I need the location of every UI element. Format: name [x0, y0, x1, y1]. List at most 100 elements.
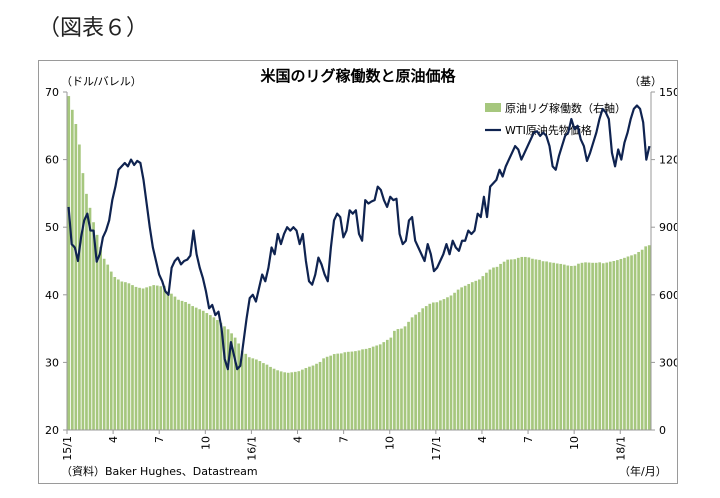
rig-count-bar — [608, 261, 612, 430]
rig-count-bar — [509, 259, 513, 430]
rig-count-bar — [170, 293, 173, 430]
rig-count-bar — [552, 262, 556, 430]
rig-count-bar — [594, 262, 598, 430]
rig-count-bar — [350, 351, 354, 430]
rig-count-bar — [520, 256, 524, 430]
rig-count-bar — [304, 368, 308, 430]
rig-count-bar — [70, 109, 74, 431]
rig-count-bar — [339, 353, 343, 430]
rig-count-bar — [435, 302, 439, 430]
rig-count-bar — [584, 262, 587, 430]
rig-count-bar — [85, 193, 88, 430]
rig-count-bar — [265, 364, 269, 430]
rig-count-bar — [262, 363, 265, 430]
right-tick-label: 900 — [659, 221, 677, 234]
rig-count-bar — [580, 262, 584, 430]
right-tick-label: 300 — [659, 356, 677, 369]
rig-count-bar — [244, 353, 248, 430]
rig-count-bar — [318, 361, 322, 430]
rig-count-bar — [180, 300, 184, 430]
x-tick-label: 18/1 — [614, 436, 627, 461]
rig-count-bar — [587, 262, 591, 430]
rig-count-bar — [187, 303, 191, 430]
rig-count-bar — [67, 96, 71, 430]
rig-count-bar — [524, 256, 527, 430]
rig-count-bar — [88, 207, 92, 430]
left-tick-label: 50 — [45, 221, 59, 234]
rig-count-bar — [562, 264, 566, 430]
legend-bar-label: 原油リグ稼働数（右軸） — [505, 101, 626, 115]
rig-count-bar — [194, 307, 198, 430]
rig-count-bar — [286, 372, 290, 430]
rig-count-bar — [389, 337, 393, 430]
rig-count-bar — [138, 287, 141, 430]
right-tick-label: 600 — [659, 289, 677, 302]
rig-count-bar — [74, 124, 78, 430]
rig-count-bar — [470, 282, 474, 430]
rig-count-bar — [159, 286, 163, 430]
rig-count-bar — [177, 299, 180, 430]
rig-count-bar — [601, 263, 605, 430]
rig-count-bar — [605, 262, 609, 430]
rig-count-bar — [223, 326, 226, 430]
figure-label: （図表６） — [38, 16, 149, 41]
rig-count-bar — [364, 348, 368, 430]
left-axis-ticks: 20 30 40 50 60 70 — [45, 86, 67, 437]
rig-count-bar — [269, 366, 272, 430]
rig-count-bar — [272, 368, 276, 430]
rig-count-bar — [548, 262, 552, 430]
rig-count-bar — [492, 267, 495, 430]
rig-count-bar — [336, 353, 340, 430]
rig-count-bar — [308, 366, 311, 430]
rig-count-bar — [173, 296, 177, 430]
rig-count-bar — [407, 321, 410, 430]
x-tick-label: 4 — [292, 436, 305, 443]
rig-count-bar — [442, 299, 446, 430]
chart-frame: 米国のリグ稼働数と原油価格 （ドル/バレル） （基） 原油リグ稼働数（右軸） W… — [38, 60, 678, 484]
rig-count-bar — [385, 339, 389, 430]
rig-count-bar — [619, 258, 623, 430]
rig-count-bar — [106, 264, 110, 430]
rig-count-bar — [127, 283, 131, 430]
rig-count-bar — [113, 277, 117, 430]
rig-count-bar — [612, 261, 616, 430]
rig-count-bar — [453, 292, 456, 430]
rig-count-bar — [322, 358, 325, 430]
rig-count-bar — [283, 372, 287, 430]
rig-count-bar — [403, 326, 407, 430]
rig-count-bar — [311, 365, 315, 430]
rig-count-bar — [233, 337, 237, 430]
x-tick-label: 7 — [522, 436, 535, 443]
rig-count-bar — [78, 144, 81, 430]
rig-count-bar — [446, 297, 449, 430]
rig-count-bar — [644, 246, 648, 430]
rig-count-bar — [467, 283, 471, 430]
rig-count-bar — [209, 315, 212, 430]
rig-count-bar — [534, 259, 538, 430]
rig-count-bar — [410, 317, 414, 430]
rig-count-bar — [219, 322, 223, 430]
x-tick-label: 7 — [338, 436, 351, 443]
rig-count-bar — [513, 259, 517, 430]
rig-count-bar — [400, 328, 403, 430]
rig-count-bar — [570, 265, 573, 430]
rig-count-bar — [109, 271, 113, 430]
rig-count-bar — [120, 281, 124, 430]
rig-count-bar — [375, 345, 379, 430]
rig-count-bar — [417, 312, 421, 430]
rig-count-bar — [382, 342, 386, 430]
rig-count-bars — [67, 96, 651, 431]
chart: 米国のリグ稼働数と原油価格 （ドル/バレル） （基） 原油リグ稼働数（右軸） W… — [45, 67, 677, 478]
rig-count-bar — [329, 355, 333, 430]
rig-count-bar — [431, 302, 435, 430]
rig-count-bar — [414, 314, 417, 430]
x-axis-unit: （年/月） — [619, 464, 667, 478]
x-tick-label: 4 — [107, 436, 120, 443]
rig-count-bar — [647, 245, 651, 430]
rig-count-bar — [152, 285, 156, 430]
rig-count-bar — [134, 286, 138, 430]
rig-count-bar — [428, 303, 432, 430]
rig-count-bar — [573, 265, 577, 430]
rig-count-bar — [255, 359, 258, 430]
right-tick-label: 1200 — [659, 154, 677, 167]
